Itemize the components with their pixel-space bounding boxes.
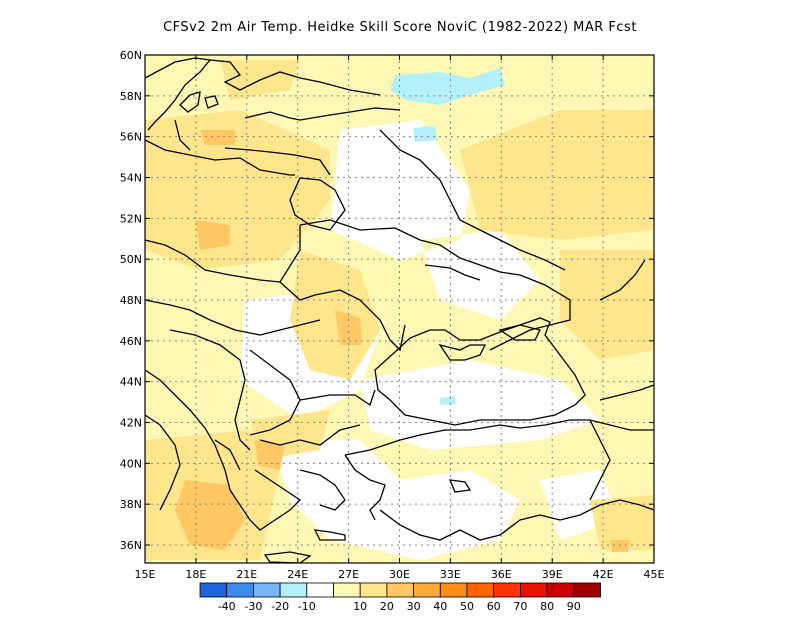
colorbar-label: 90: [567, 600, 581, 613]
lon-tick-label: 39E: [542, 568, 563, 581]
lat-tick-label: 38N: [120, 498, 142, 511]
colorbar-label: 20: [380, 600, 394, 613]
skill-field: [145, 55, 654, 563]
lon-tick-label: 42E: [593, 568, 614, 581]
colorbar: -40 -30 -20 -10 10 20 30 40 50 60 70 80 90: [199, 582, 601, 613]
lon-tick-label: 18E: [185, 568, 206, 581]
colorbar-label: -10: [298, 600, 316, 613]
lat-tick-label: 40N: [120, 457, 142, 470]
colorbar-swatch: [279, 582, 308, 598]
colorbar-label: -30: [244, 600, 262, 613]
colorbar-swatch: [520, 582, 548, 598]
lon-tick-label: 24E: [287, 568, 308, 581]
lat-tick-label: 58N: [120, 90, 142, 103]
lat-tick-label: 50N: [120, 253, 142, 266]
colorbar-swatch: [546, 582, 575, 598]
colorbar-swatch: [493, 582, 521, 598]
colorbar-label: 30: [407, 600, 421, 613]
colorbar-label: 60: [487, 600, 501, 613]
lat-tick-label: 52N: [120, 212, 142, 225]
colorbar-swatch: [252, 582, 281, 598]
lon-tick-label: 27E: [338, 568, 359, 581]
lon-tick-label: 45E: [644, 568, 665, 581]
colorbar-label: 50: [460, 600, 474, 613]
lon-tick-label: 30E: [389, 568, 410, 581]
colorbar-swatch: [306, 582, 334, 598]
colorbar-swatch: [199, 582, 228, 598]
colorbar-label: -40: [218, 600, 236, 613]
colorbar-swatch: [413, 582, 441, 598]
lat-tick-label: 36N: [120, 539, 142, 552]
colorbar-swatch: [573, 582, 601, 598]
colorbar-swatch: [466, 582, 495, 598]
lat-tick-label: 54N: [120, 172, 142, 185]
lon-tick-label: 15E: [135, 568, 156, 581]
colorbar-label: 70: [513, 600, 527, 613]
lat-tick-label: 46N: [120, 335, 142, 348]
colorbar-swatch: [386, 582, 414, 598]
colorbar-label: 80: [540, 600, 554, 613]
lon-tick-label: 36E: [491, 568, 512, 581]
colorbar-swatch: [226, 582, 254, 598]
colorbar-label: -20: [271, 600, 289, 613]
lat-tick-label: 42N: [120, 417, 142, 430]
colorbar-label: 10: [353, 600, 367, 613]
map-title: CFSv2 2m Air Temp. Heidke Skill Score No…: [163, 20, 637, 35]
lat-tick-label: 56N: [120, 131, 142, 144]
lon-tick-label: 21E: [236, 568, 257, 581]
lat-tick-label: 48N: [120, 294, 142, 307]
colorbar-swatch: [359, 582, 388, 598]
lon-tick-label: 33E: [440, 568, 461, 581]
colorbar-swatch: [333, 582, 361, 598]
borders: [145, 57, 654, 563]
axis-ticks: 60N 58N 56N 54N 52N 50N 48N 46N 44N 42N 40N 38N 36N 1…: [120, 49, 665, 581]
lat-tick-label: 60N: [120, 49, 142, 62]
lat-tick-label: 44N: [120, 376, 142, 389]
colorbar-label: 40: [433, 600, 447, 613]
colorbar-swatch: [439, 582, 468, 598]
